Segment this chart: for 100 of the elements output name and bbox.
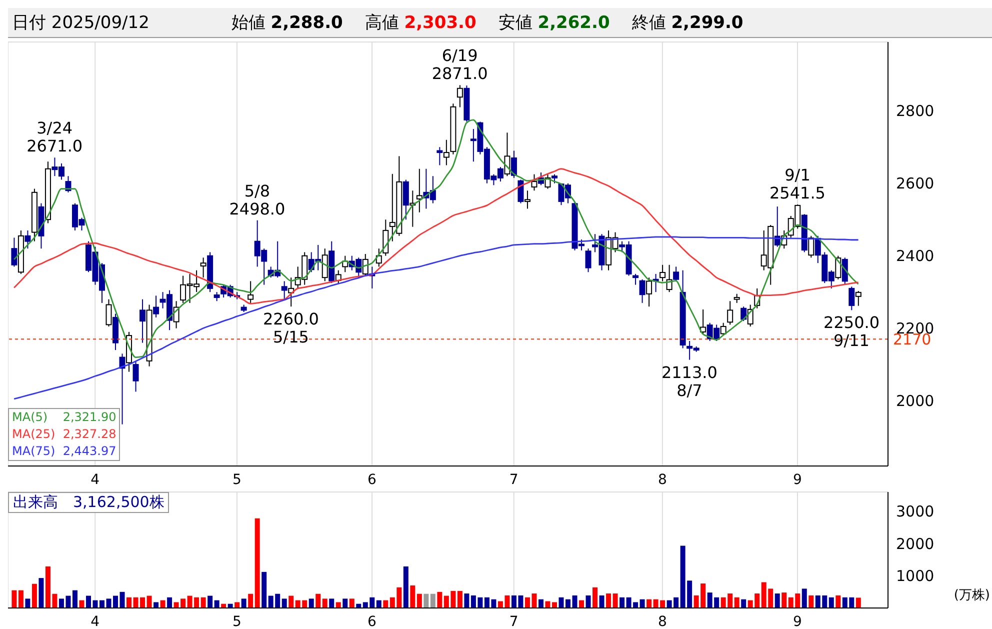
bar: [383, 600, 388, 608]
candlestick: [402, 179, 409, 220]
line-series: [13, 168, 859, 304]
text: 終値 2,299.0: [632, 12, 744, 34]
bar: [774, 594, 780, 608]
x-tick-label: 7: [509, 472, 518, 488]
bar: [734, 597, 740, 608]
bar: [836, 595, 841, 608]
y-tick-label: 2000: [896, 534, 934, 553]
bar: [25, 598, 30, 608]
candlestick: [855, 290, 862, 306]
text: 始値 2,288.0: [231, 12, 343, 34]
bar: [12, 590, 17, 608]
candlestick: [531, 174, 538, 192]
bar: [620, 597, 625, 608]
candlestick: [281, 280, 288, 300]
bar: [802, 588, 807, 608]
bar: [558, 597, 564, 608]
x-tick-label: 9: [793, 472, 802, 488]
bar: [410, 585, 416, 608]
bar: [782, 592, 787, 608]
bar: [254, 518, 260, 608]
candlestick: [639, 278, 646, 304]
candlestick: [132, 360, 139, 392]
annotation: 2250.0 9/11: [824, 313, 880, 350]
candlestick: [660, 264, 666, 282]
bar: [79, 600, 84, 608]
bar: [741, 599, 746, 608]
candlestick: [382, 219, 389, 256]
bar: [248, 594, 254, 608]
y-tick-label: 2000: [896, 392, 934, 410]
bar: [376, 600, 382, 608]
candlestick: [416, 168, 422, 213]
bar: [308, 598, 314, 608]
bar: [200, 597, 206, 608]
bar: [579, 600, 584, 608]
candlestick: [436, 146, 443, 166]
candlestick: [248, 280, 254, 304]
candlestick: [585, 248, 592, 273]
bar: [262, 572, 267, 608]
bar: [100, 600, 104, 608]
bar: [808, 595, 814, 608]
bar: [234, 602, 240, 608]
bar: [32, 584, 37, 608]
bar: [38, 578, 44, 608]
candlestick: [288, 277, 294, 308]
candlestick: [646, 277, 652, 308]
candlestick: [632, 273, 639, 286]
y-tick-label: 2800: [896, 102, 934, 120]
x-tick-label: 5: [232, 472, 242, 488]
bar: [282, 598, 287, 608]
bar: [18, 590, 24, 608]
bar: [646, 599, 652, 608]
candlestick: [700, 308, 706, 334]
bar: [856, 598, 861, 608]
bar: [288, 596, 294, 608]
candlestick: [24, 230, 31, 250]
candlestick: [842, 257, 848, 286]
x-tick-label: 5: [232, 614, 242, 629]
annotation: 5/8 2498.0: [229, 181, 286, 218]
candlestick: [734, 293, 740, 304]
bar: [457, 590, 462, 608]
bar: [592, 587, 598, 608]
candlestick: [666, 264, 672, 293]
y-tick-label: 2600: [896, 174, 934, 193]
candlestick: [720, 322, 726, 336]
x-tick-label: 7: [509, 614, 518, 629]
candlestick: [551, 174, 558, 184]
x-tick-label: 4: [90, 614, 100, 629]
annotation: 3/24 2671.0: [26, 118, 83, 156]
bar: [208, 596, 213, 608]
candlestick: [214, 292, 220, 302]
bar: [322, 598, 328, 608]
chart-title: 日付 2025/09/12: [12, 12, 150, 34]
bar: [424, 594, 429, 608]
candlestick: [848, 286, 855, 311]
bar: [336, 602, 341, 608]
annotation: 6/19 2871.0: [432, 46, 488, 84]
chart-title: 出来高 3,162,500株: [8, 492, 170, 513]
y-tick-label: 3000: [896, 502, 934, 521]
bar: [586, 595, 591, 608]
annotation: 2260.0 5/15: [262, 310, 319, 347]
bar: [566, 599, 570, 608]
bar: [349, 598, 354, 608]
bar: [342, 598, 348, 608]
bar: [552, 602, 557, 608]
x-tick-label: 9: [793, 614, 802, 629]
candlestick: [11, 237, 18, 268]
x-tick-label: 4: [90, 472, 100, 488]
y-tick-label: 1000: [896, 567, 934, 586]
y-tick-label: 2400: [896, 247, 934, 266]
bar: [167, 597, 172, 608]
bar: [403, 566, 408, 608]
bar: [464, 594, 470, 608]
text: MA(5) 2,321.90: [12, 409, 116, 426]
text: MA(25) 2,327.28: [12, 426, 116, 443]
y-axis-title: (万株): [954, 587, 990, 604]
bar: [329, 598, 334, 608]
bar: [241, 598, 246, 608]
x-tick-label: 8: [658, 472, 667, 488]
